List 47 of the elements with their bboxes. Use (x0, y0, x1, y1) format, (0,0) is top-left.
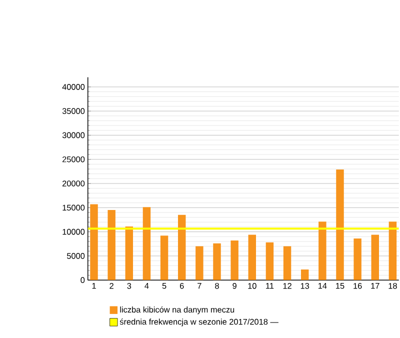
x-tick-label: 6 (180, 283, 184, 289)
bar (108, 210, 116, 280)
bar (125, 226, 134, 280)
y-tick-label: 25000 (62, 156, 85, 162)
x-tick-label: 12 (283, 283, 292, 289)
x-tick-label: 2 (110, 283, 114, 289)
legend-label: liczba kibiców na danym meczu (120, 306, 234, 314)
bar (248, 234, 256, 280)
y-tick-label: 30000 (62, 132, 85, 138)
y-tick-label: 40000 (62, 84, 85, 90)
bar (178, 214, 186, 280)
y-tick-label: 0 (80, 277, 85, 283)
x-tick-label: 14 (318, 282, 327, 289)
x-tick-label: 17 (371, 282, 380, 289)
x-tick-label: 8 (215, 283, 219, 289)
bar (336, 169, 344, 280)
y-tick-label: 15000 (62, 204, 85, 211)
bar (213, 243, 221, 280)
x-tick-label: 9 (232, 283, 236, 289)
x-tick-label: 4 (144, 282, 149, 289)
x-tick-label: 5 (162, 282, 166, 289)
y-tick-label: 20000 (62, 180, 85, 186)
bar (318, 222, 326, 280)
y-tick-label: 10000 (62, 228, 85, 235)
y-tick-label: 5000 (67, 253, 85, 259)
x-tick-label: 7 (198, 282, 202, 289)
x-tick-label: 10 (248, 283, 256, 289)
bar (354, 238, 362, 280)
x-tick-label: 1 (92, 282, 96, 289)
bar (371, 234, 379, 280)
x-tick-label: 3 (127, 283, 132, 289)
bar (283, 246, 292, 280)
x-tick-label: 16 (354, 283, 362, 289)
x-tick-label: 13 (300, 283, 310, 289)
x-tick-label: 15 (336, 282, 344, 289)
bar (196, 246, 204, 280)
bar (300, 269, 309, 280)
bar (160, 236, 168, 280)
bar (142, 207, 151, 280)
bar (266, 242, 274, 280)
bar (90, 204, 98, 280)
x-tick-label: 18 (388, 283, 397, 289)
bar (388, 222, 397, 280)
legend-label: średnia frekwencja w sezonie 2017/2018 — (120, 318, 278, 326)
x-tick-label: 11 (266, 282, 274, 289)
bar (230, 240, 238, 280)
y-tick-label: 35000 (62, 108, 85, 114)
